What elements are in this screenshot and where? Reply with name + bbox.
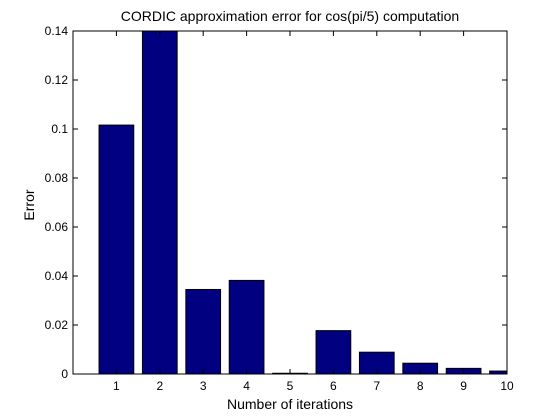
x-tick-label: 3 <box>200 379 207 393</box>
bar-3 <box>185 288 222 375</box>
bar-1 <box>98 124 135 375</box>
bar-4 <box>228 279 265 375</box>
chart-title: CORDIC approximation error for cos(pi/5)… <box>121 8 459 24</box>
y-tick-label: 0.1 <box>51 122 68 136</box>
x-axis-label: Number of iterations <box>227 396 353 412</box>
bar-6 <box>315 330 352 375</box>
y-tick-label: 0.04 <box>45 269 69 283</box>
bars-group <box>98 30 508 375</box>
x-tick-label: 9 <box>460 379 467 393</box>
x-tick-label: 2 <box>156 379 163 393</box>
x-axis-ticks: 1 2 3 4 5 6 7 8 9 10 <box>113 31 514 393</box>
x-tick-label: 6 <box>330 379 337 393</box>
y-tick-label: 0.12 <box>45 73 69 87</box>
y-axis-ticks: 0 0.02 0.04 0.06 0.08 0.1 0.12 0.14 <box>45 24 507 381</box>
y-tick-label: 0.02 <box>45 318 69 332</box>
y-tick-label: 0.08 <box>45 171 69 185</box>
x-tick-label: 5 <box>287 379 294 393</box>
x-tick-label: 10 <box>500 379 514 393</box>
y-tick-label: 0.06 <box>45 220 69 234</box>
x-tick-label: 4 <box>243 379 250 393</box>
y-axis-label: Error <box>21 189 37 220</box>
plot-area <box>72 30 508 375</box>
x-tick-label: 8 <box>417 379 424 393</box>
axes-frame <box>72 30 508 375</box>
x-tick-label: 7 <box>373 379 380 393</box>
y-tick-label: 0 <box>61 367 68 381</box>
y-tick-label: 0.14 <box>45 24 69 38</box>
bar-2 <box>141 30 178 375</box>
x-tick-label: 1 <box>113 379 120 393</box>
